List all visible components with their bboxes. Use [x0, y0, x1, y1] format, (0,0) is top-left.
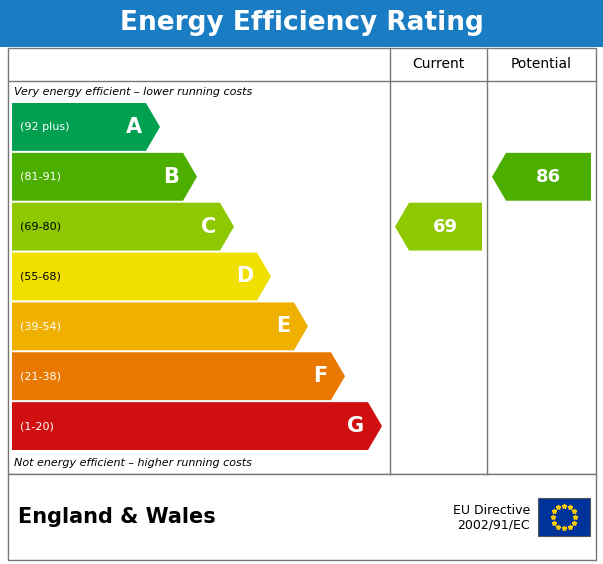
- Text: A: A: [126, 117, 142, 137]
- Text: Very energy efficient – lower running costs: Very energy efficient – lower running co…: [14, 87, 252, 97]
- Text: Current: Current: [412, 58, 465, 72]
- Polygon shape: [12, 302, 308, 350]
- Text: 86: 86: [536, 168, 561, 186]
- Text: (92 plus): (92 plus): [20, 122, 69, 132]
- Text: B: B: [163, 167, 179, 187]
- Text: (21-38): (21-38): [20, 371, 61, 381]
- Text: D: D: [236, 267, 253, 287]
- Text: Potential: Potential: [511, 58, 572, 72]
- Text: (1-20): (1-20): [20, 421, 54, 431]
- Text: Not energy efficient – higher running costs: Not energy efficient – higher running co…: [14, 458, 252, 468]
- Polygon shape: [12, 253, 271, 301]
- Polygon shape: [12, 402, 382, 450]
- Polygon shape: [12, 352, 345, 400]
- Text: C: C: [201, 217, 216, 237]
- Text: England & Wales: England & Wales: [18, 507, 216, 527]
- Bar: [8, 474, 596, 560]
- Text: E: E: [276, 316, 290, 336]
- Polygon shape: [12, 153, 197, 201]
- Polygon shape: [492, 153, 591, 201]
- Text: (69-80): (69-80): [20, 222, 61, 232]
- Text: Energy Efficiency Rating: Energy Efficiency Rating: [119, 11, 484, 37]
- Polygon shape: [395, 202, 482, 250]
- Text: F: F: [313, 366, 327, 386]
- Bar: [0, 0, 603, 47]
- Bar: [8, 48, 596, 474]
- Bar: [538, 498, 590, 536]
- Text: (81-91): (81-91): [20, 172, 61, 182]
- Polygon shape: [12, 202, 234, 250]
- Text: G: G: [347, 416, 364, 436]
- Text: (55-68): (55-68): [20, 271, 61, 281]
- Polygon shape: [12, 103, 160, 151]
- Text: EU Directive: EU Directive: [453, 505, 530, 518]
- Text: 2002/91/EC: 2002/91/EC: [457, 518, 530, 531]
- Text: 69: 69: [433, 218, 458, 236]
- Text: (39-54): (39-54): [20, 321, 61, 332]
